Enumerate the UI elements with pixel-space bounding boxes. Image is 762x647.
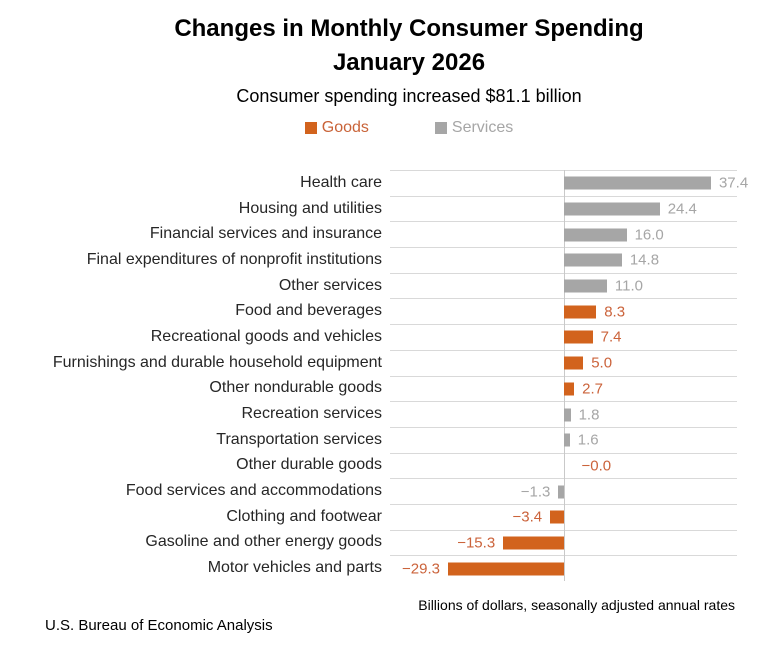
chart-row: Food services and accommodations −1.3 — [0, 478, 762, 504]
value-label: 1.6 — [577, 431, 599, 449]
bar-services — [563, 228, 627, 242]
category-label: Recreational goods and vehicles — [150, 327, 382, 345]
chart-legend: Goods Services — [56, 118, 762, 138]
chart-row: Other services 11.0 — [0, 272, 762, 299]
category-label: Recreation services — [241, 405, 383, 423]
legend-item-services: Services — [434, 119, 514, 137]
value-label: 7.4 — [600, 328, 622, 346]
legend-label: Goods — [321, 119, 369, 136]
legend-swatch-services — [434, 122, 447, 134]
chart-row: Food and beverages 8.3 — [0, 298, 762, 324]
category-label: Clothing and footwear — [226, 507, 382, 525]
chart-row: Recreational goods and vehicles 7.4 — [0, 324, 762, 350]
value-label: −15.3 — [457, 534, 496, 552]
chart-header: Changes in Monthly Consumer Spending Jan… — [56, 0, 762, 138]
chart-subtitle: Consumer spending increased $81.1 billio… — [236, 86, 582, 106]
source-attribution: U.S. Bureau of Economic Analysis — [45, 617, 273, 634]
bar-services — [563, 408, 571, 422]
bar-services — [563, 176, 711, 190]
value-label: 37.4 — [718, 174, 749, 192]
bar-goods — [563, 330, 593, 344]
chart-row: Housing and utilities 24.4 — [0, 195, 762, 222]
category-label: Financial services and insurance — [149, 225, 382, 243]
bar-services — [558, 485, 564, 499]
legend-item-goods: Goods — [304, 119, 369, 137]
chart-row: Motor vehicles and parts −29.3 — [0, 555, 762, 581]
chart-title-line2: January 2026 — [332, 49, 486, 76]
bar-services — [563, 433, 570, 447]
value-label: 8.3 — [604, 303, 626, 321]
category-label: Transportation services — [216, 430, 382, 448]
legend-label: Services — [451, 119, 514, 136]
chart-row: Final expenditures of nonprofit institut… — [0, 247, 762, 273]
category-label: Final expenditures of nonprofit institut… — [86, 250, 382, 268]
category-label: Health care — [300, 173, 382, 191]
value-label: 14.8 — [629, 251, 660, 269]
category-label: Food and beverages — [235, 302, 382, 320]
category-label: Housing and utilities — [238, 199, 382, 217]
category-label: Other nondurable goods — [209, 379, 382, 397]
category-label: Other services — [278, 276, 382, 294]
bar-services — [563, 253, 622, 267]
chart-title-line1: Changes in Monthly Consumer Spending — [174, 15, 644, 42]
value-label: −0.0 — [581, 457, 612, 475]
chart-row: Recreation services 1.8 — [0, 401, 762, 427]
chart-row: Transportation services 1.6 — [0, 426, 762, 453]
value-label: −29.3 — [402, 560, 440, 578]
bar-goods — [563, 356, 584, 370]
value-label: 5.0 — [591, 354, 613, 372]
category-label: Gasoline and other energy goods — [145, 533, 382, 551]
category-label: Furnishings and durable household equipm… — [52, 353, 382, 371]
axis-units-note: Billions of dollars, seasonally adjusted… — [418, 597, 735, 613]
chart-row: Furnishings and durable household equipm… — [0, 349, 762, 376]
bar-chart: Health care 37.4 Housing and utilities 24.4… — [0, 170, 762, 581]
bar-goods — [503, 536, 564, 550]
legend-swatch-goods — [304, 122, 317, 134]
value-label: 1.8 — [578, 406, 600, 424]
chart-row: Other durable goods −0.0 — [0, 452, 762, 479]
bar-goods — [447, 562, 564, 576]
value-label: 16.0 — [634, 226, 664, 244]
value-label: 24.4 — [667, 200, 697, 218]
value-label: 2.7 — [582, 380, 603, 398]
plot-cell: 7.4 — [390, 324, 737, 350]
value-label: −1.3 — [520, 483, 551, 501]
value-label: 11.0 — [614, 277, 643, 295]
category-label: Motor vehicles and parts — [207, 559, 382, 577]
chart-row: Health care 37.4 — [0, 170, 762, 196]
bar-services — [563, 202, 660, 216]
category-label: Food services and accommodations — [125, 482, 382, 500]
chart-row: Other nondurable goods 2.7 — [0, 375, 762, 402]
chart-row: Gasoline and other energy goods −15.3 — [0, 529, 762, 556]
chart-row: Clothing and footwear −3.4 — [0, 503, 762, 530]
bar-goods — [563, 305, 597, 319]
chart-rows: Health care 37.4 Housing and utilities 24.4… — [0, 170, 762, 581]
category-label: Other durable goods — [236, 456, 382, 474]
zero-axis-line — [563, 170, 565, 581]
chart-row: Financial services and insurance 16.0 — [0, 221, 762, 247]
value-label: −3.4 — [512, 508, 543, 526]
bar-services — [563, 279, 607, 293]
bar-goods — [550, 510, 564, 524]
bar-goods — [563, 382, 575, 396]
